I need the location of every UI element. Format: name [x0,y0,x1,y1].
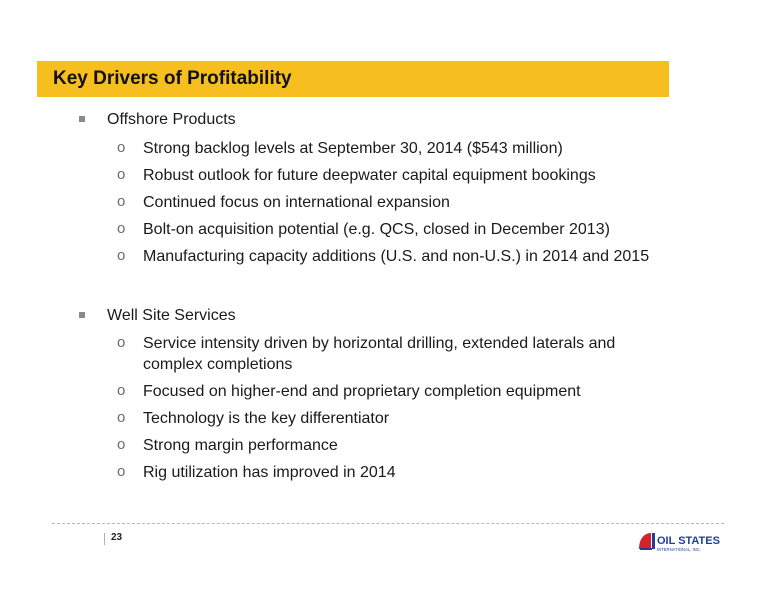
circle-bullet-icon: o [117,193,126,210]
page-number: 23 [111,532,123,543]
circle-bullet-icon: o [117,166,126,183]
circle-bullet-icon: o [117,247,126,264]
oil-states-logo-icon: OIL STATES INTERNATIONAL, INC. [639,533,720,552]
list-item: Continued focus on international expansi… [143,194,450,211]
logo-main-text: OIL STATES [657,535,720,547]
circle-bullet-icon: o [117,382,126,399]
slide-title-bar: Key Drivers of Profitability [37,61,669,97]
circle-bullet-icon: o [117,334,126,351]
list-item: Robust outlook for future deepwater capi… [143,167,596,184]
list-item: Strong margin performance [143,437,338,454]
footer-divider [52,523,724,524]
section-heading-well-site: Well Site Services [107,307,236,324]
logo-sub-text: INTERNATIONAL, INC. [657,547,701,552]
circle-bullet-icon: o [117,409,126,426]
section-heading-offshore: Offshore Products [107,111,236,128]
slide-title: Key Drivers of Profitability [53,68,292,89]
list-item: Focused on higher-end and proprietary co… [143,383,581,400]
list-item: Manufacturing capacity additions (U.S. a… [143,248,650,265]
list-item: Bolt-on acquisition potential (e.g. QCS,… [143,221,610,238]
company-logo: OIL STATES INTERNATIONAL, INC. [636,530,728,554]
list-item: Rig utilization has improved in 2014 [143,464,396,481]
circle-bullet-icon: o [117,220,126,237]
list-item: Service intensity driven by horizontal d… [143,335,616,373]
page-number-separator [104,533,105,545]
list-item: Technology is the key differentiator [143,410,390,427]
square-bullet-icon [79,312,85,318]
square-bullet-icon [79,116,85,122]
list-item: Strong backlog levels at September 30, 2… [143,140,563,157]
circle-bullet-icon: o [117,436,126,453]
circle-bullet-icon: o [117,139,126,156]
circle-bullet-icon: o [117,463,126,480]
